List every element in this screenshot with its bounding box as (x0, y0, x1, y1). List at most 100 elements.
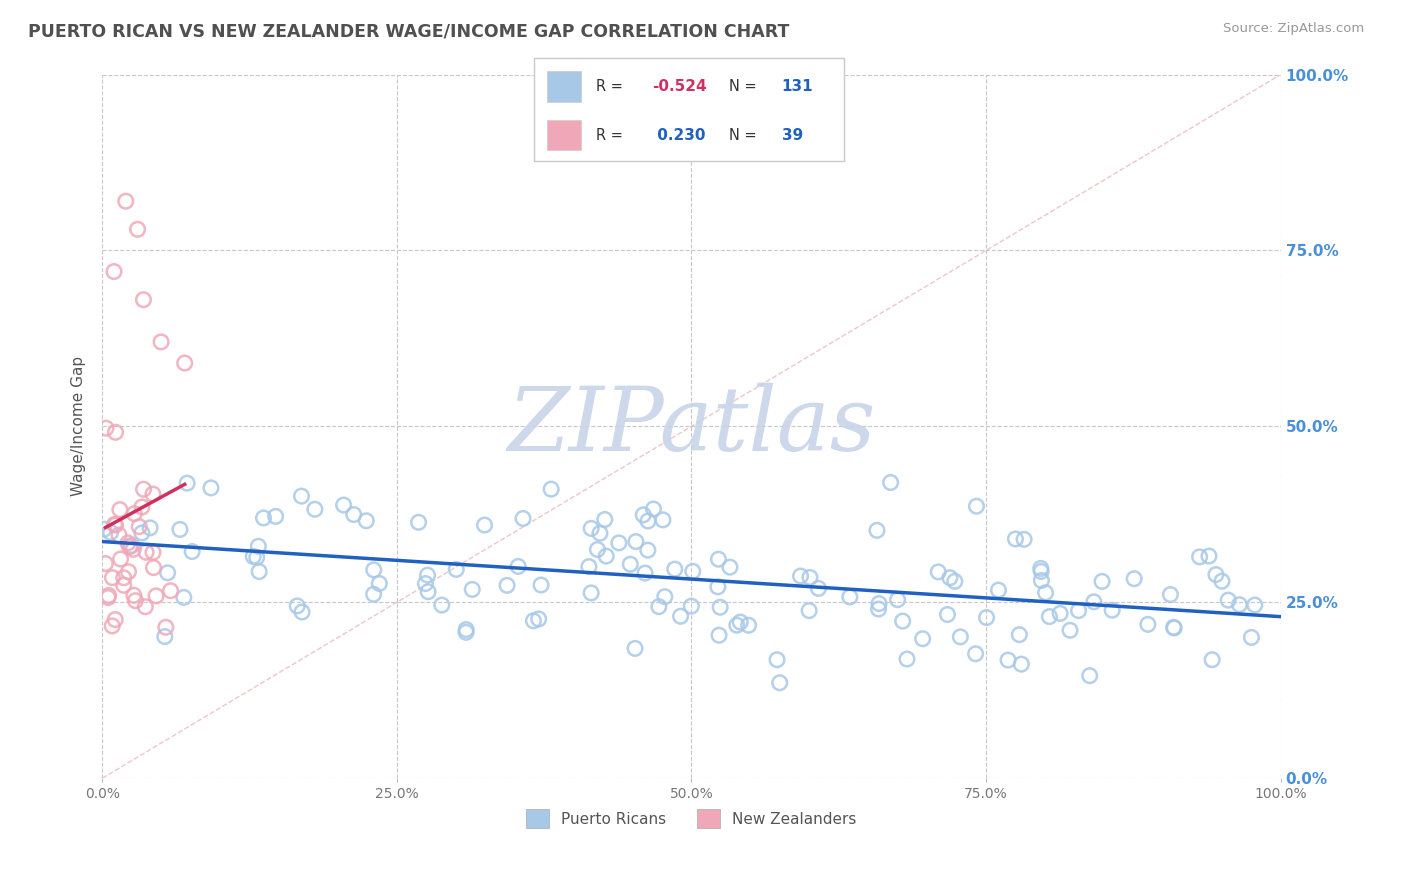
Text: 39: 39 (782, 128, 803, 144)
Text: N =: N = (730, 128, 756, 144)
Point (643, 502, 665, 516)
Point (1188, 549, 1211, 564)
Point (1123, 572, 1146, 586)
Point (987, 583, 1010, 598)
Point (619, 558, 641, 572)
Point (474, 518, 496, 533)
Point (1010, 657, 1032, 672)
Point (200, 481, 222, 495)
Point (896, 652, 918, 666)
Point (879, 475, 901, 490)
Point (654, 590, 676, 604)
Point (132, 293, 155, 307)
Point (1035, 586, 1057, 600)
Point (669, 609, 692, 624)
Point (101, 571, 124, 585)
Point (1198, 549, 1220, 563)
Point (104, 425, 127, 440)
Point (651, 513, 673, 527)
Point (415, 576, 437, 591)
Point (709, 600, 731, 615)
Point (718, 560, 741, 574)
Point (595, 549, 617, 563)
Point (103, 517, 125, 532)
Text: N =: N = (730, 79, 756, 95)
Point (110, 552, 132, 566)
Point (135, 545, 157, 559)
Point (242, 549, 264, 564)
Point (682, 565, 704, 579)
Point (593, 512, 616, 526)
Point (97, 589, 120, 603)
Point (866, 524, 889, 538)
Point (797, 604, 820, 618)
Point (1163, 620, 1185, 634)
Point (522, 614, 544, 628)
Point (1163, 621, 1185, 635)
Point (868, 602, 890, 616)
Point (169, 523, 191, 537)
Point (363, 563, 385, 577)
Point (965, 647, 987, 661)
Point (578, 559, 600, 574)
Point (94, 557, 117, 571)
Point (540, 482, 562, 496)
Point (1243, 598, 1265, 612)
Point (108, 502, 131, 516)
Point (766, 653, 789, 667)
Point (363, 587, 385, 601)
Point (128, 519, 150, 533)
Point (156, 566, 179, 580)
Point (97, 591, 120, 605)
Point (664, 562, 686, 576)
Point (173, 591, 195, 605)
Point (1201, 653, 1223, 667)
Point (911, 632, 934, 646)
Point (142, 487, 165, 501)
Point (1078, 668, 1101, 682)
FancyBboxPatch shape (547, 120, 581, 150)
Point (927, 565, 949, 579)
Point (1101, 603, 1123, 617)
Point (1211, 574, 1233, 589)
Point (891, 614, 914, 628)
FancyBboxPatch shape (547, 71, 581, 102)
Point (737, 618, 759, 632)
Point (707, 628, 730, 642)
Point (291, 605, 314, 619)
Point (122, 588, 145, 602)
Point (430, 598, 453, 612)
Point (648, 599, 671, 614)
Legend: Puerto Ricans, New Zealanders: Puerto Ricans, New Zealanders (520, 803, 863, 834)
Point (949, 630, 972, 644)
Point (1059, 624, 1081, 638)
Point (416, 568, 439, 582)
Point (117, 565, 139, 579)
Point (527, 612, 550, 626)
Point (634, 566, 657, 580)
Point (131, 526, 153, 541)
Point (997, 653, 1019, 667)
Point (159, 583, 181, 598)
Point (508, 559, 530, 574)
Point (1205, 567, 1227, 582)
Point (633, 508, 655, 522)
Point (122, 542, 145, 557)
Point (121, 538, 143, 552)
Point (789, 569, 811, 583)
Point (332, 498, 354, 512)
Point (607, 536, 630, 550)
Point (637, 543, 659, 558)
Point (1091, 574, 1114, 589)
Point (139, 521, 162, 535)
Point (586, 542, 609, 557)
Point (707, 580, 730, 594)
Point (1031, 565, 1053, 579)
Point (838, 590, 860, 604)
Point (356, 514, 378, 528)
Point (769, 675, 792, 690)
Point (1008, 628, 1031, 642)
Point (408, 516, 430, 530)
Point (124, 507, 146, 521)
Point (155, 620, 177, 634)
